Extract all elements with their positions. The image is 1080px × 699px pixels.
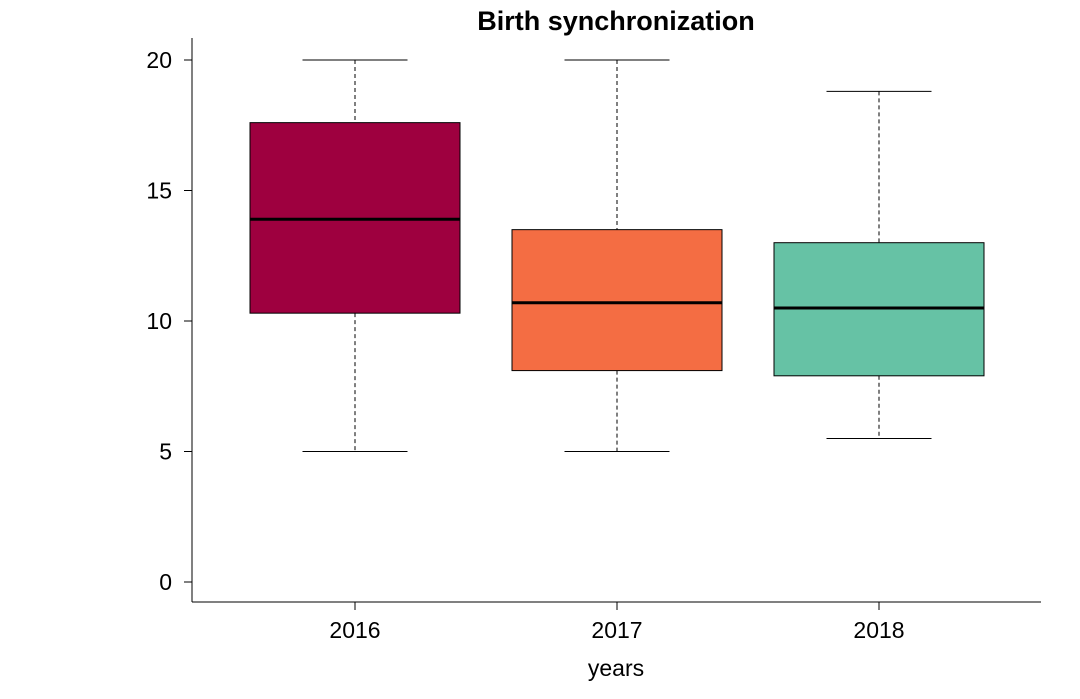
x-tick-label: 2016 [329,617,380,643]
y-tick-label: 15 [146,178,172,204]
x-tick-label: 2018 [853,617,904,643]
x-axis-label: years [588,655,644,681]
chart-title: Birth synchronization [477,6,755,36]
x-tick-label: 2017 [591,617,642,643]
y-tick-label: 10 [146,308,172,334]
y-tick-label: 20 [146,47,172,73]
y-tick-label: 5 [159,439,172,465]
box-2017 [511,229,723,372]
y-tick-label: 0 [159,569,172,595]
plot-area: 0 5 10 15 20 2016 2017 2018 [146,38,1041,643]
